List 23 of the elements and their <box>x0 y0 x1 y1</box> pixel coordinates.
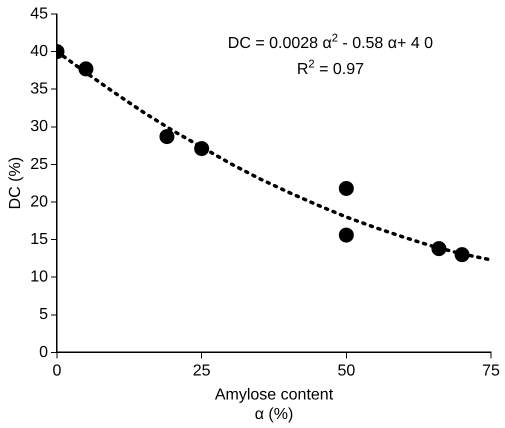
point <box>338 228 354 243</box>
y-tick-label: 20 <box>30 193 48 210</box>
y-tick-label: 25 <box>30 156 48 173</box>
point <box>78 61 94 76</box>
x-tick-label: 0 <box>52 362 62 380</box>
x-axis-title: Amylose content α (%) <box>214 386 334 423</box>
y-tick-label: 45 <box>30 5 48 22</box>
point <box>159 129 174 144</box>
x-tick-label: 50 <box>337 362 356 380</box>
x-tick-label: 25 <box>192 362 211 380</box>
y-tick-label: 15 <box>30 231 48 248</box>
x-tick-label: 75 <box>482 362 500 380</box>
point <box>338 180 354 196</box>
y-tick-label: 10 <box>30 268 48 286</box>
y-tick-label: 40 <box>30 43 48 60</box>
y-axis-title: DC (%) <box>7 156 24 210</box>
y-tick-label: 0 <box>39 344 48 361</box>
point <box>431 241 446 256</box>
y-tick-label: 35 <box>30 80 48 98</box>
point <box>194 141 210 156</box>
y-tick-label: 5 <box>39 306 48 324</box>
point <box>454 247 470 262</box>
y-tick-label: 30 <box>30 118 48 136</box>
